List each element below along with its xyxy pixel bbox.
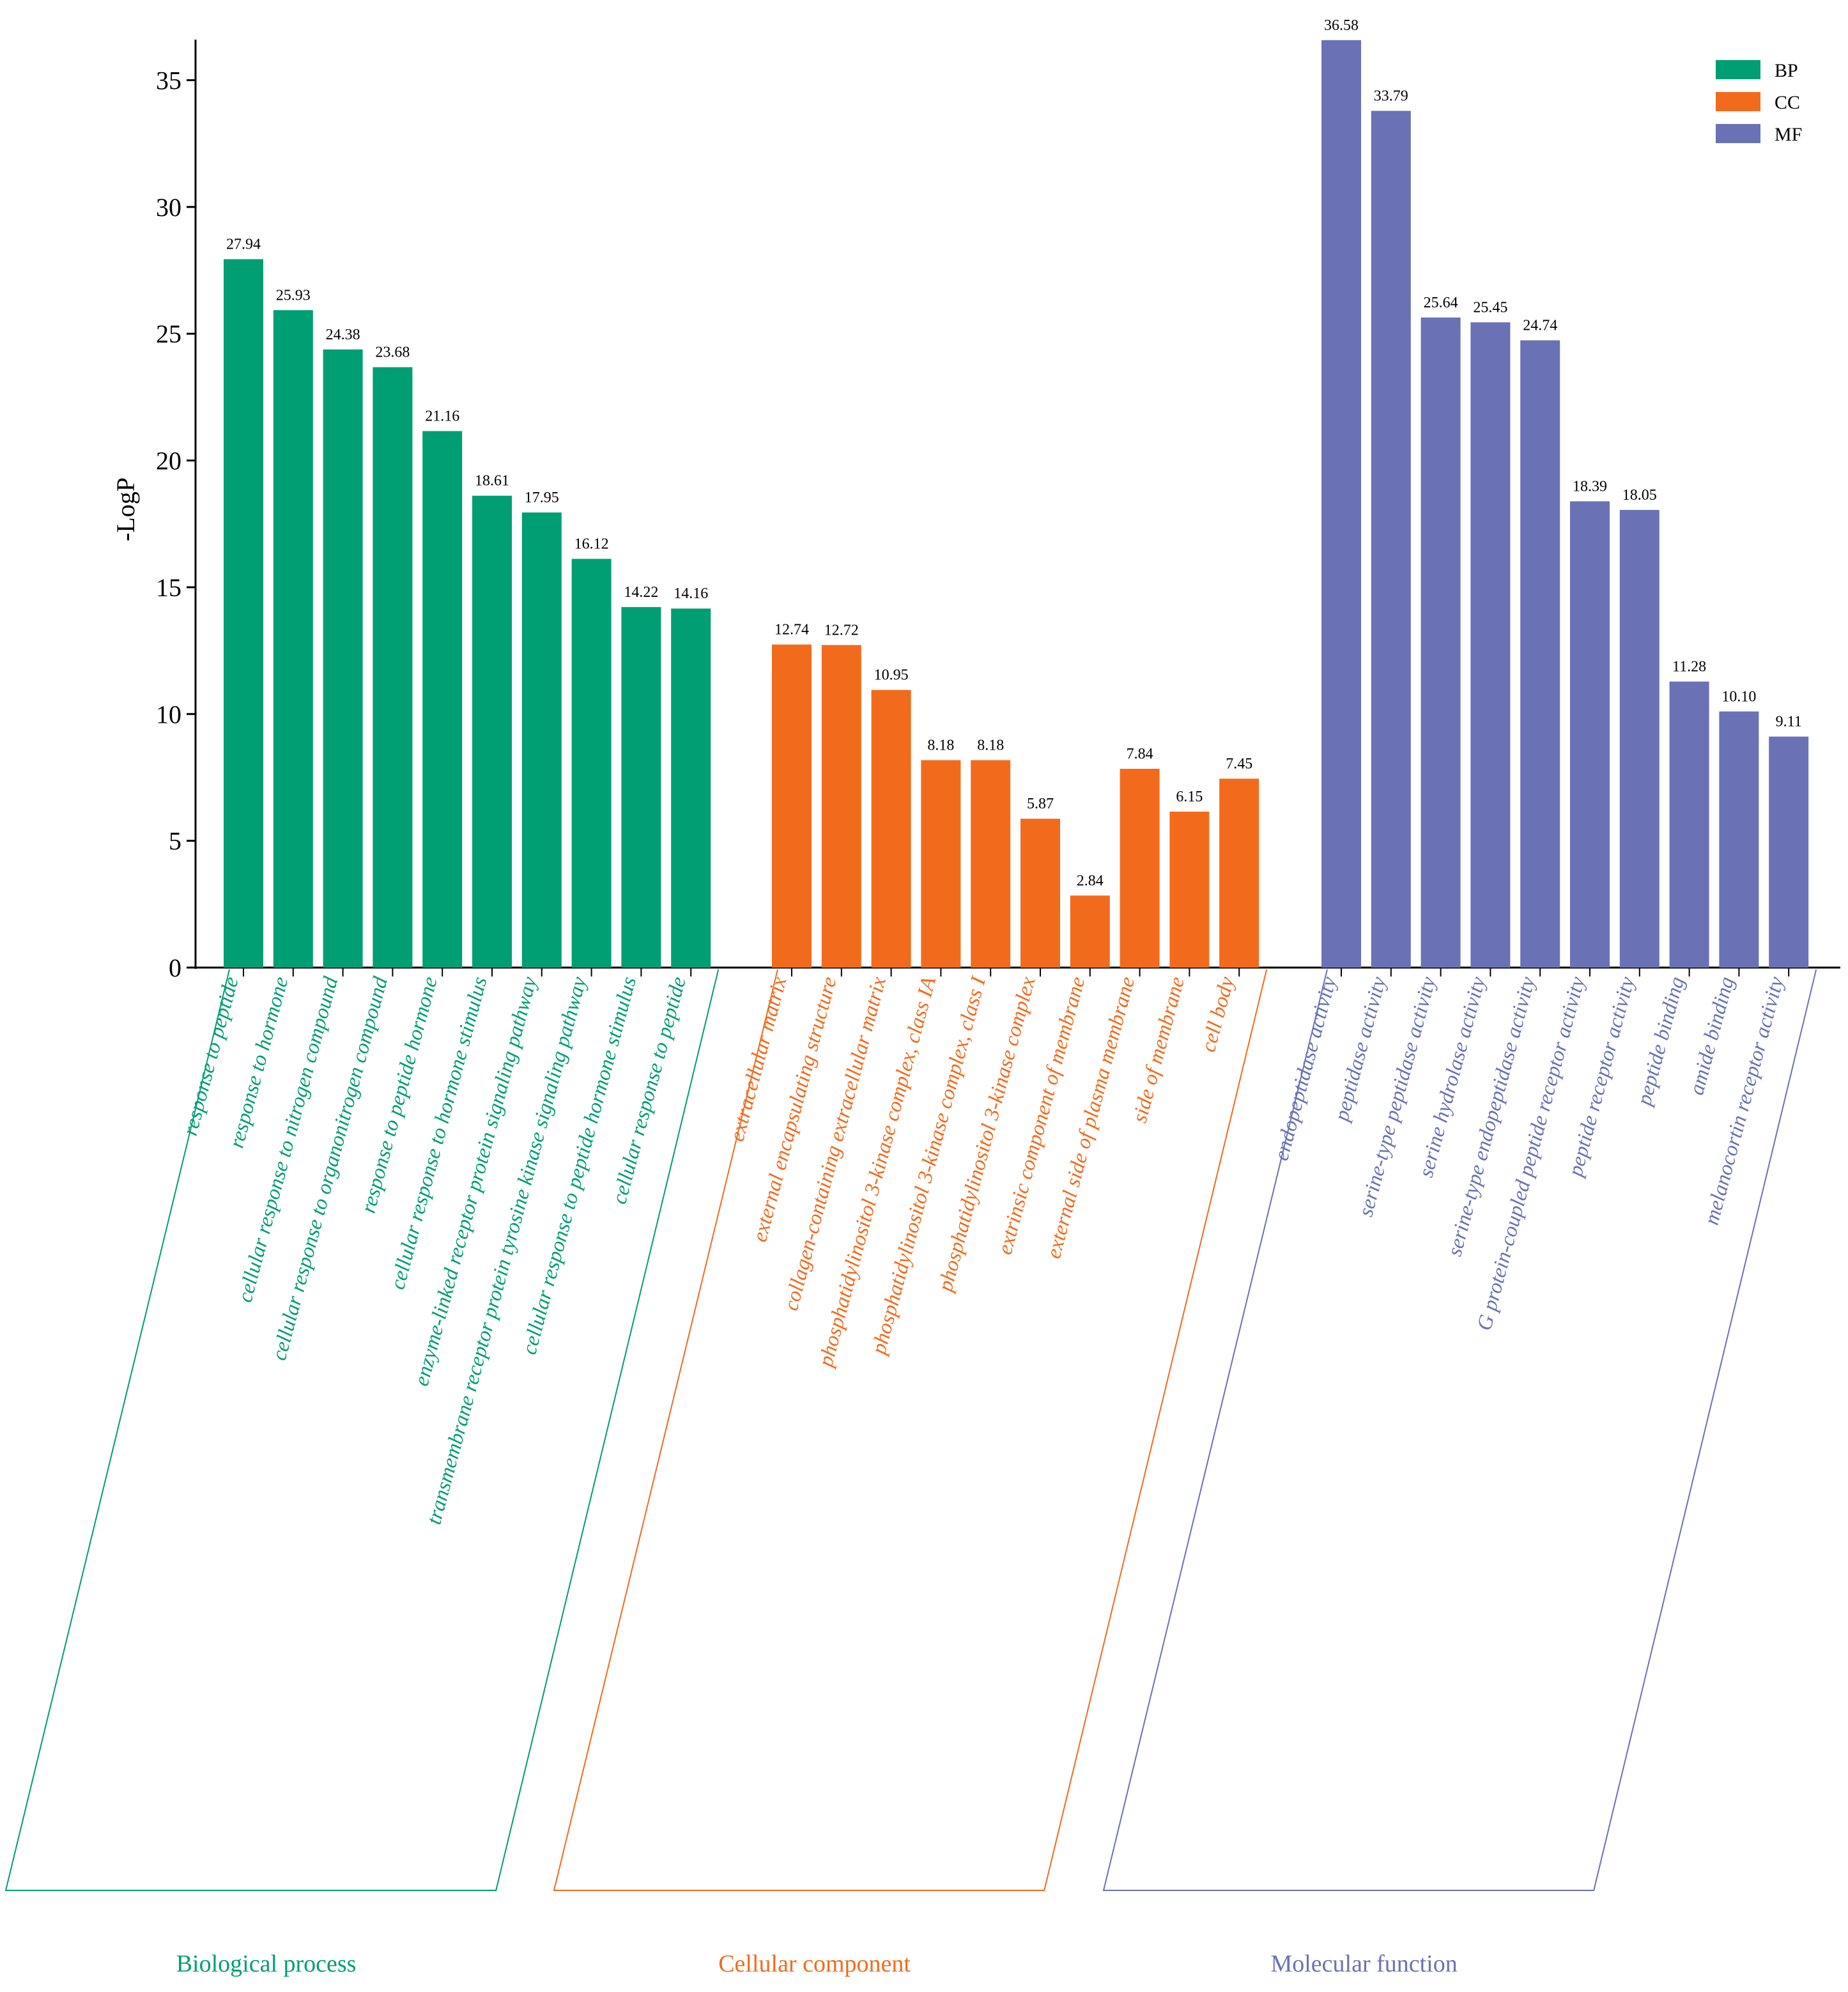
group-title-mf: Molecular function (1270, 1950, 1457, 1977)
value-label: 10.10 (1721, 688, 1756, 705)
category-label: cellular response to hormone stimulus (386, 975, 491, 1292)
y-axis-title: -LogP (111, 477, 140, 541)
bar-bp (373, 367, 413, 968)
y-tick-label: 10 (156, 700, 181, 729)
legend-label-bp: BP (1775, 60, 1798, 81)
y-tick-label: 20 (156, 447, 181, 475)
bar-bp (472, 495, 512, 968)
bar-bp (323, 349, 363, 968)
y-tick-label: 15 (156, 573, 181, 602)
bar-mf (1470, 322, 1511, 968)
value-label: 9.11 (1776, 714, 1802, 730)
value-label: 33.79 (1374, 88, 1408, 104)
value-label: 21.16 (425, 408, 459, 425)
category-label: peptidase activity (1330, 974, 1390, 1125)
value-label: 12.74 (774, 622, 809, 638)
y-tick-label: 35 (156, 66, 181, 95)
value-label: 36.58 (1324, 17, 1359, 34)
y-tick-label: 5 (169, 827, 181, 856)
label-frame-bp (4, 969, 720, 1891)
value-label: 18.61 (475, 473, 509, 490)
value-label: 10.95 (874, 667, 909, 684)
value-label: 14.16 (674, 585, 708, 602)
legend-label-mf: MF (1775, 124, 1802, 145)
bar-mf (1421, 317, 1461, 968)
bar-bp (422, 431, 463, 968)
bar-cc (871, 690, 911, 968)
value-label: 2.84 (1077, 872, 1104, 889)
category-label: cell body (1197, 974, 1239, 1054)
bar-mf (1769, 736, 1809, 968)
value-label: 7.84 (1127, 746, 1153, 762)
category-label: side of membrane (1128, 975, 1190, 1125)
value-label: 18.05 (1622, 487, 1657, 504)
legend-swatch-bp (1716, 60, 1760, 79)
bar-mf (1321, 40, 1361, 968)
label-frame-mf (1102, 969, 1817, 1891)
y-tick-label: 25 (156, 320, 181, 348)
bar-cc (1070, 895, 1110, 968)
bar-cc (1219, 778, 1259, 968)
bar-mf (1371, 111, 1411, 968)
legend-swatch-mf (1716, 124, 1760, 143)
bar-cc (1169, 812, 1210, 968)
category-label: endopeptidase activity (1270, 974, 1341, 1163)
value-label: 16.12 (574, 536, 609, 552)
legend-swatch-cc (1716, 92, 1760, 111)
value-label: 8.18 (977, 737, 1004, 753)
value-label: 18.39 (1573, 478, 1607, 495)
bar-bp (571, 559, 612, 968)
bar-mf (1619, 509, 1659, 968)
group-title-cc: Cellular component (718, 1950, 911, 1977)
bar-bp (224, 259, 263, 968)
y-tick-label: 0 (169, 954, 181, 982)
group-title-bp: Biological process (176, 1950, 357, 1977)
axes: 0 5 10 15 20 25 30 35 (156, 40, 1840, 982)
bar-bp (521, 512, 562, 968)
value-label: 7.45 (1226, 755, 1252, 772)
bar-cc (921, 760, 961, 968)
bar-mf (1520, 340, 1560, 968)
value-label: 23.68 (375, 344, 410, 361)
value-label: 14.22 (624, 584, 658, 601)
value-label: 6.15 (1176, 789, 1203, 805)
bar-cc (1120, 768, 1160, 968)
category-label: peptide binding (1633, 975, 1690, 1109)
value-label: 12.72 (824, 622, 859, 638)
label-frame-cc (553, 969, 1268, 1891)
bar-mf (1570, 501, 1610, 968)
bar-cc (1020, 819, 1060, 968)
bar-bp (621, 606, 661, 968)
value-label: 25.64 (1424, 295, 1458, 311)
bar-cc (821, 645, 861, 968)
value-label: 5.87 (1027, 796, 1054, 812)
value-label: 17.95 (525, 490, 559, 506)
legend-label-cc: CC (1775, 92, 1800, 113)
value-label: 25.93 (276, 287, 311, 304)
legend: BP CC MF (1716, 60, 1802, 145)
value-label: 8.18 (927, 737, 954, 753)
value-label: 27.94 (226, 236, 261, 253)
bar-mf (1669, 681, 1709, 968)
value-label: 11.28 (1672, 658, 1706, 675)
bars: 27.94 25.93 24.38 23.68 21.16 18.61 17.95 16.12… (224, 17, 1809, 968)
bar-cc (772, 644, 812, 968)
category-label: amide binding (1685, 975, 1739, 1098)
value-label: 25.45 (1473, 299, 1507, 316)
bar-mf (1719, 711, 1759, 968)
value-label: 24.74 (1523, 318, 1557, 334)
bar-bp (273, 310, 313, 968)
bar-cc (971, 760, 1011, 968)
bar-bp (671, 608, 711, 968)
value-label: 24.38 (326, 327, 360, 343)
y-tick-label: 30 (156, 193, 181, 222)
